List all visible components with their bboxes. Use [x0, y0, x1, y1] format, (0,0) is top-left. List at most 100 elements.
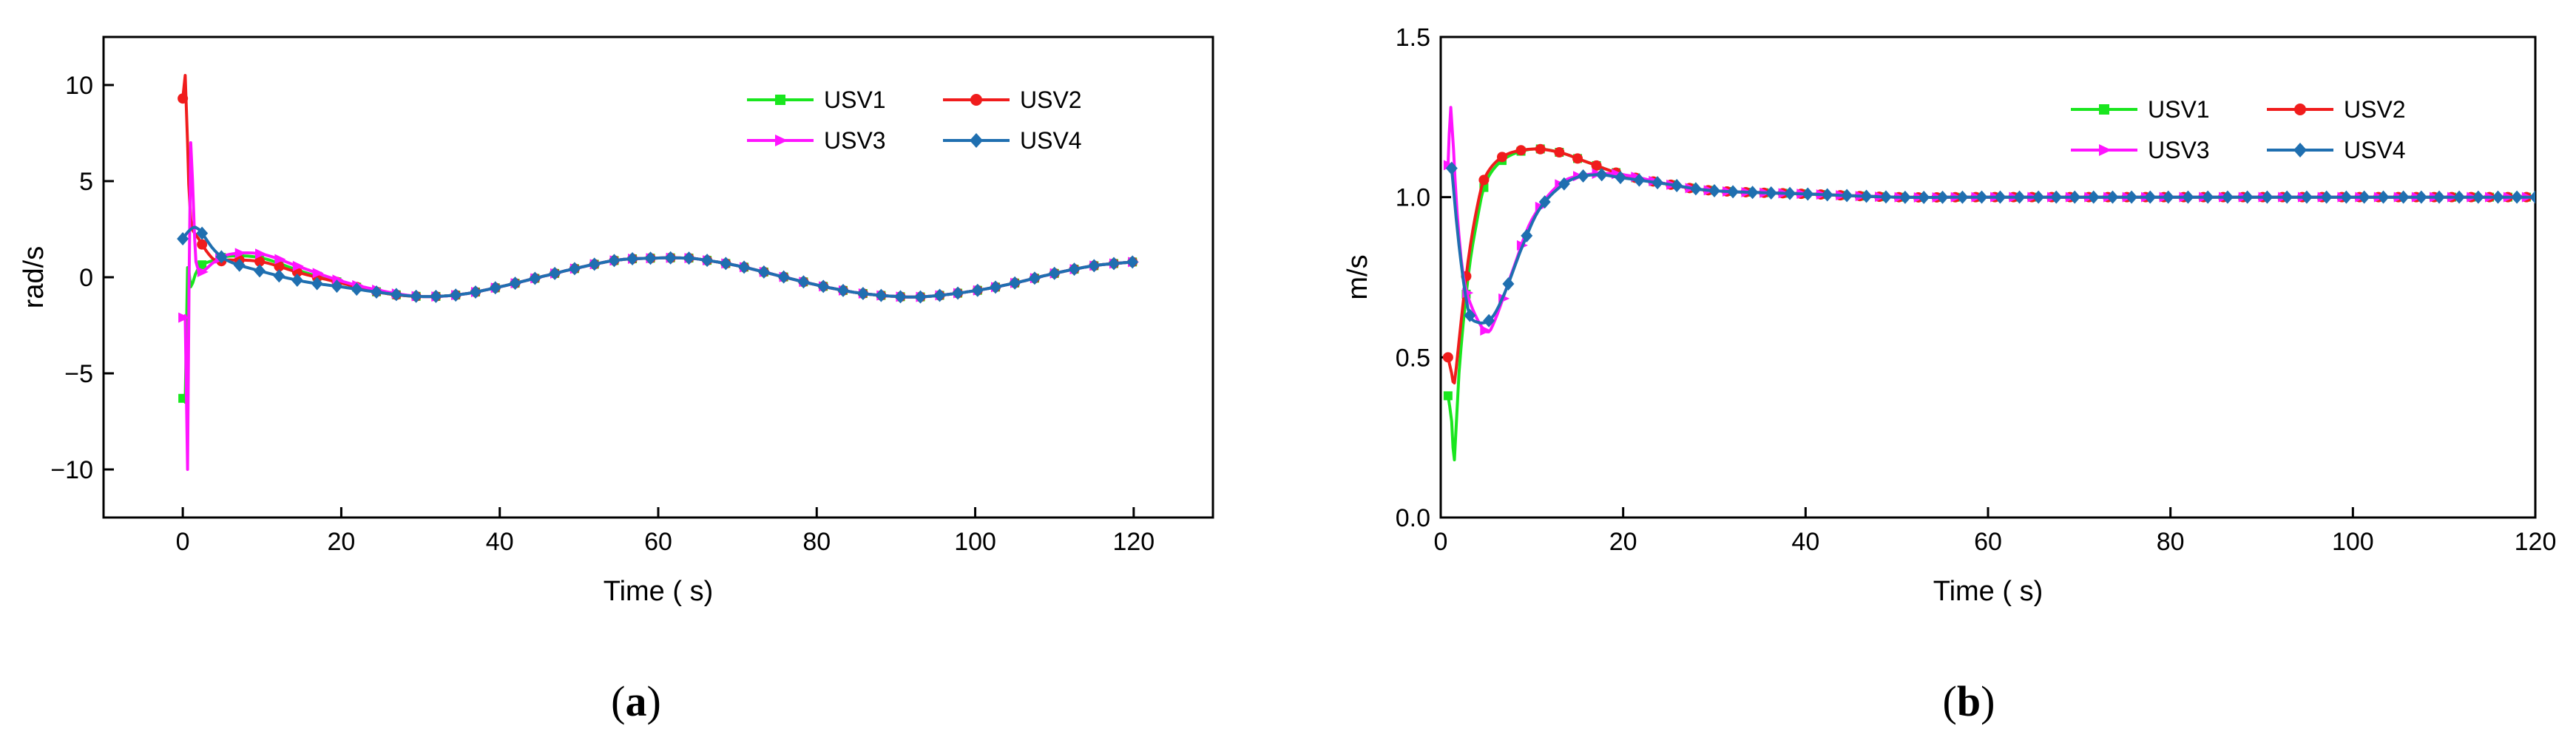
series-line: [1446, 147, 2535, 384]
data-point: [856, 287, 869, 301]
data-point: [351, 282, 363, 296]
data-point: [1577, 169, 1589, 183]
data-point: [1918, 190, 1930, 204]
data-point: [1009, 276, 1021, 290]
data-point: [777, 270, 790, 284]
series-line: [1450, 168, 2535, 325]
data-point: [2032, 190, 2045, 204]
series-usv1: [1443, 144, 2535, 461]
y-axis-label: rad/s: [18, 246, 50, 308]
data-point: [626, 252, 639, 266]
x-tick-label: 0: [1434, 528, 1448, 556]
data-point: [529, 271, 541, 285]
x-tick-label: 0: [176, 528, 190, 556]
data-point: [1727, 185, 1740, 199]
data-point: [1088, 259, 1101, 273]
data-point: [215, 250, 228, 264]
data-point: [2340, 190, 2353, 204]
data-point: [549, 266, 561, 280]
legend-marker: [970, 133, 983, 148]
data-point: [430, 289, 442, 303]
data-point: [1572, 153, 1583, 164]
data-point: [2261, 190, 2274, 204]
legend-marker: [970, 94, 982, 106]
x-tick-label: 120: [2515, 528, 2557, 556]
x-tick-label: 60: [1974, 528, 2002, 556]
data-point: [2106, 190, 2119, 204]
data-point: [1502, 277, 1515, 291]
data-point: [450, 288, 462, 302]
x-axis-label: Time ( s): [604, 576, 713, 607]
data-point: [875, 288, 888, 302]
data-point: [509, 276, 521, 291]
data-point: [1483, 313, 1495, 328]
data-point: [568, 262, 581, 276]
data-point: [933, 288, 946, 302]
data-point: [254, 264, 266, 278]
data-point: [2281, 190, 2293, 204]
series-usv3: [178, 141, 1140, 471]
data-point: [1521, 228, 1533, 242]
series-line: [181, 74, 1135, 299]
data-point: [1515, 145, 1527, 156]
legend-label: USV3: [2148, 137, 2210, 163]
data-point: [2202, 190, 2214, 204]
data-point: [1480, 325, 1492, 336]
data-point: [2087, 190, 2100, 204]
series-usv4: [1445, 161, 2535, 328]
data-point: [1936, 190, 1949, 204]
plot-area: [177, 74, 1140, 471]
legend-marker: [775, 135, 788, 146]
data-point: [292, 260, 304, 271]
data-point: [1746, 186, 1759, 200]
data-point: [177, 232, 189, 245]
data-point: [1558, 177, 1570, 191]
data-point: [1445, 161, 1458, 175]
data-point: [2511, 190, 2523, 204]
data-point: [2529, 190, 2535, 204]
data-point: [234, 248, 246, 259]
legend-item-usv4: USV4: [943, 127, 1082, 154]
data-point: [2050, 190, 2063, 204]
data-point: [588, 257, 601, 271]
y-tick-label: 1.0: [1396, 184, 1430, 212]
data-point: [1879, 190, 1892, 204]
data-point: [952, 286, 964, 300]
data-point: [2472, 190, 2484, 204]
data-point: [894, 290, 907, 304]
data-point: [1478, 174, 1490, 186]
series-usv2: [178, 74, 1138, 302]
data-point: [1975, 190, 1988, 204]
data-point: [757, 265, 770, 279]
data-point: [197, 239, 208, 250]
data-point: [2377, 190, 2390, 204]
data-point: [817, 279, 830, 294]
data-point: [644, 251, 657, 265]
x-tick-label: 60: [644, 528, 672, 556]
legend-label: USV2: [2344, 96, 2406, 123]
x-tick-label: 100: [954, 528, 996, 556]
legend-item-usv3: USV3: [747, 127, 886, 154]
data-point: [1464, 308, 1476, 322]
data-point: [2415, 190, 2427, 204]
data-point: [312, 268, 324, 279]
data-point: [683, 251, 695, 265]
data-point: [1615, 171, 1627, 185]
data-point: [233, 258, 246, 272]
data-point: [1442, 352, 1453, 363]
x-tick-label: 20: [1609, 528, 1637, 556]
data-point: [1994, 190, 2007, 204]
data-point: [1652, 176, 1664, 190]
plot-area: [1442, 106, 2535, 461]
data-point: [738, 260, 751, 274]
data-point: [274, 254, 286, 265]
data-point: [1633, 173, 1646, 187]
data-point: [797, 275, 810, 289]
legend-marker: [2099, 104, 2109, 115]
legend-marker: [2293, 143, 2307, 157]
data-point: [1802, 187, 1814, 201]
y-tick-label: 1.5: [1396, 24, 1430, 52]
legend-marker: [2099, 144, 2112, 156]
data-point: [1591, 160, 1602, 171]
